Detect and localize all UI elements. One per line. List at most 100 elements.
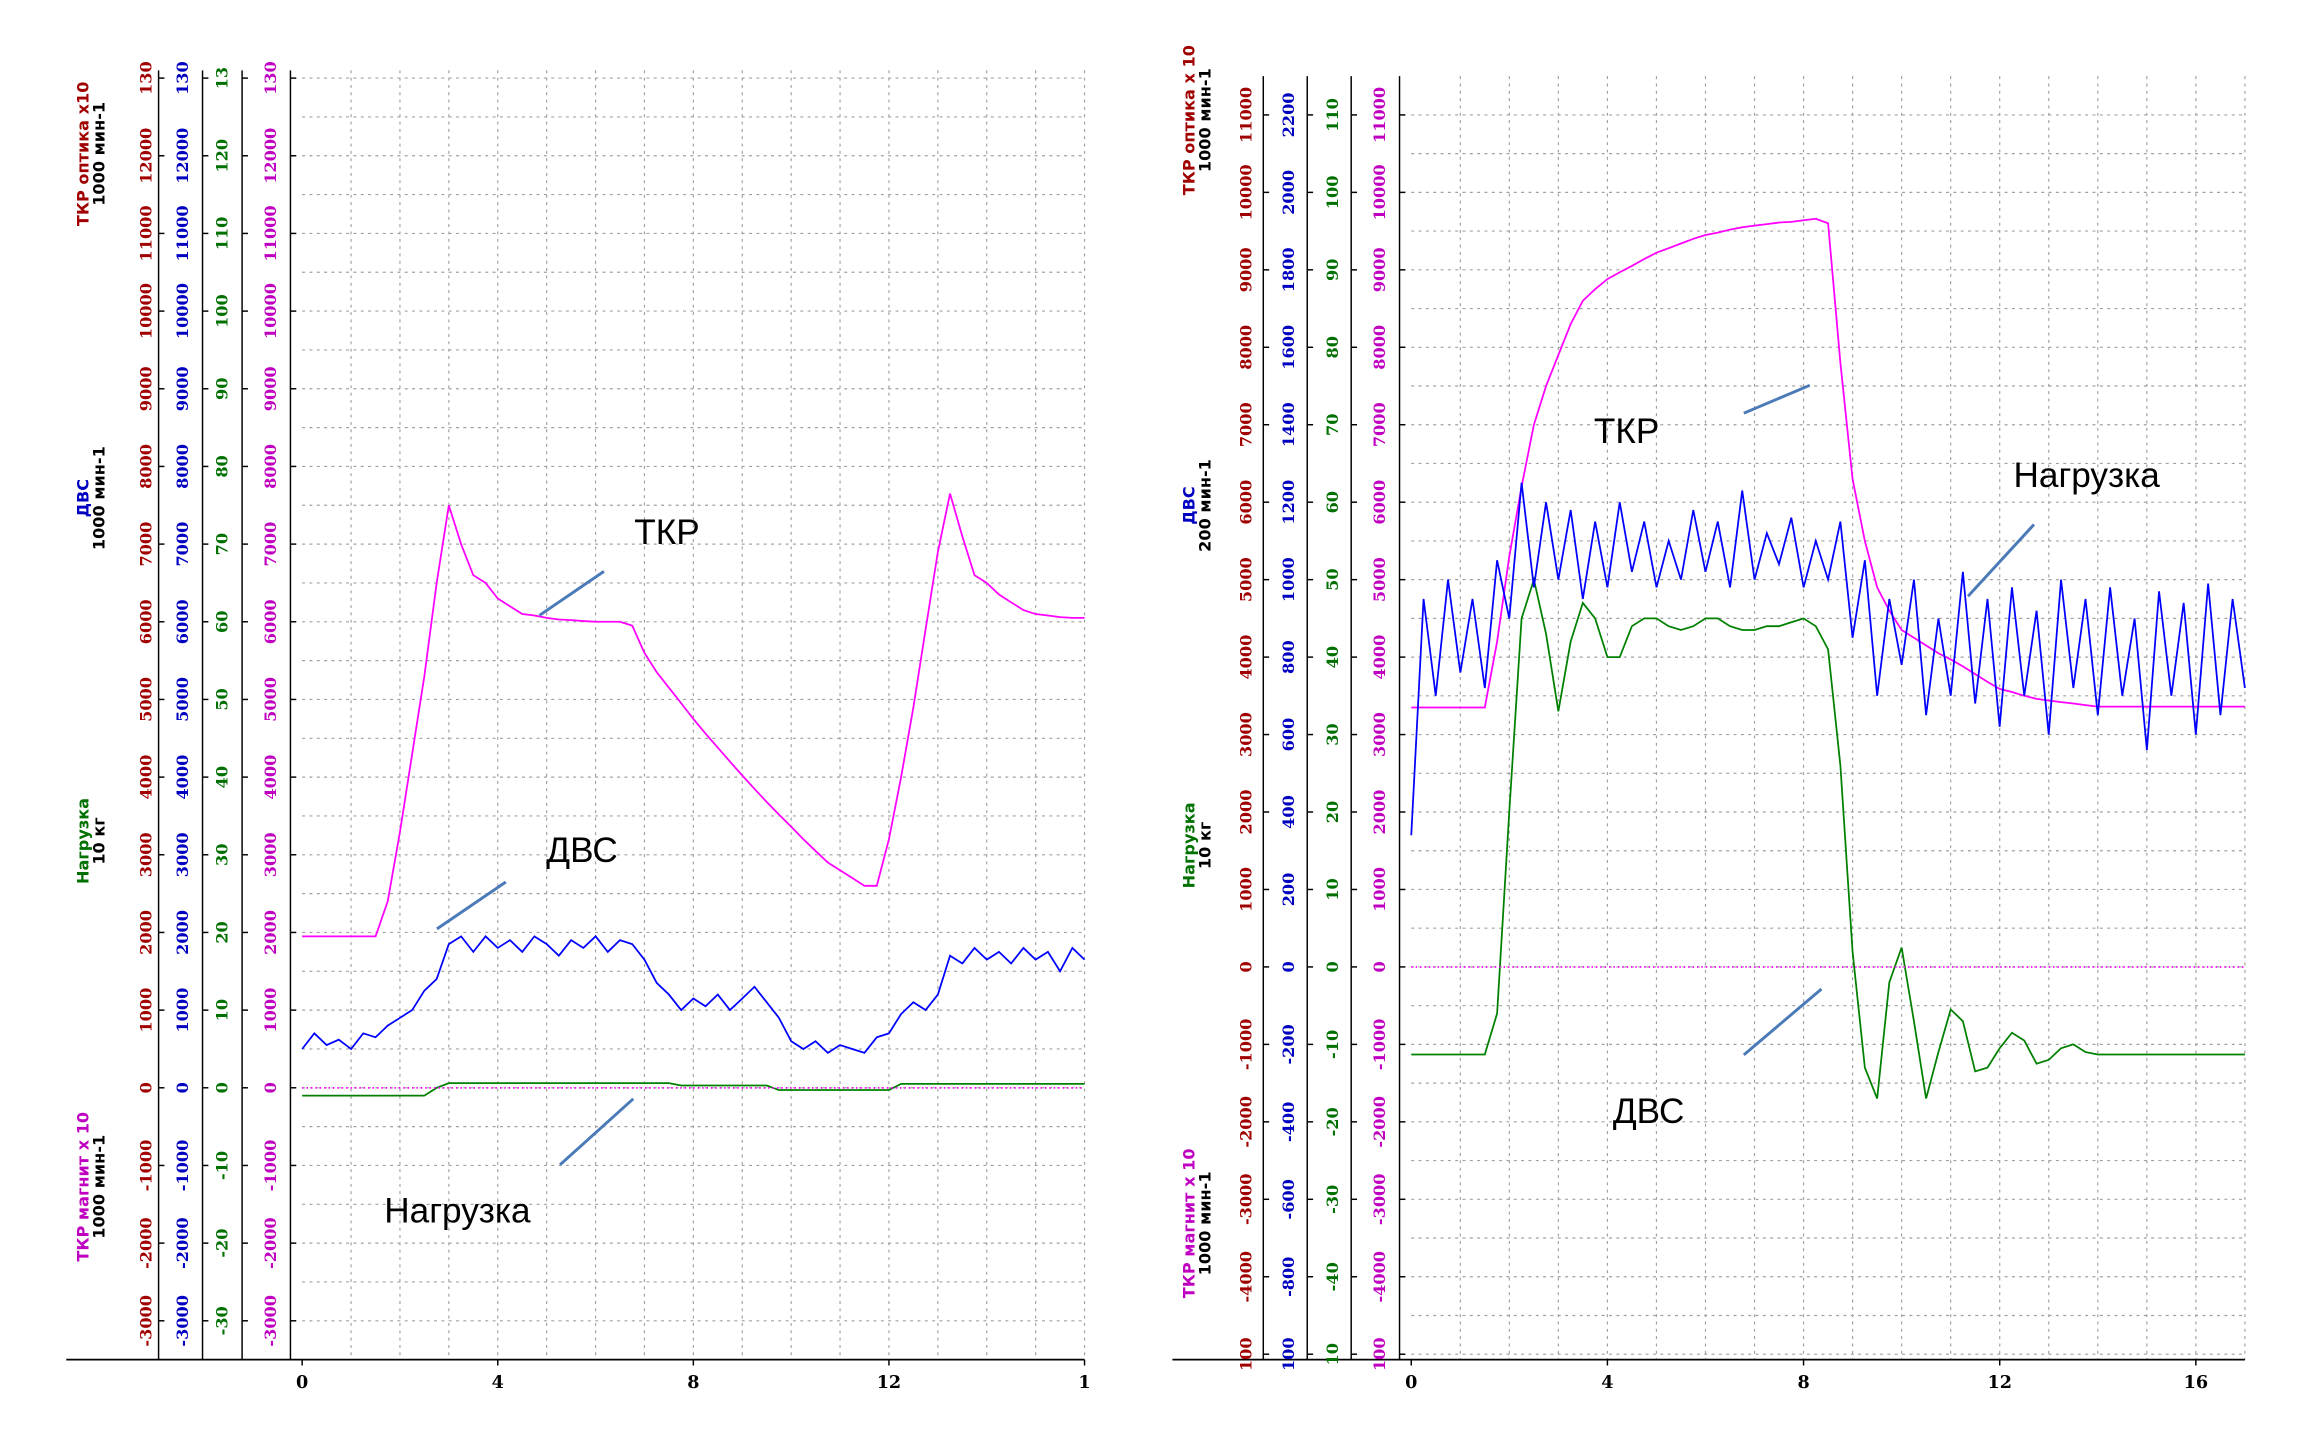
y-tick-label: 10 [213,999,232,1021]
y-tick-label: 7000 [136,522,155,567]
series-line [302,493,1085,938]
y-tick-label: -30 [213,1306,232,1335]
y-tick-label: 110 [1323,98,1342,132]
y-tick-label: 5000 [261,677,280,722]
axis-title: Нагрузка [73,798,92,884]
annotation: ДВС [1613,1092,1684,1131]
y-tick-label: 9000 [136,366,155,411]
y-tick-label: 1000 [261,988,280,1033]
y-tick-label: 9000 [1370,247,1389,292]
y-tick-label: 20 [1323,801,1342,823]
y-tick-label: 2000 [136,910,155,955]
y-tick-label: 1000 [136,988,155,1033]
x-tick-label: 16 [2184,1372,2208,1393]
y-tick-label: 110 [213,217,232,251]
y-tick-label: 7000 [1370,402,1389,447]
axis-unit: 1000 мин-1 [1196,1171,1215,1275]
y-tick-label: 3000 [1370,712,1389,757]
y-tick-label: 5000 [1237,557,1256,602]
y-tick-label: 1600 [1279,325,1298,370]
series-line [301,935,1086,1054]
y-tick-label: 7000 [1237,402,1256,447]
annotation: Нагрузка [384,1191,531,1230]
y-tick-label: -600 [1279,1179,1298,1219]
y-tick-label: 2200 [1279,92,1298,137]
y-tick-label: 6000 [261,599,280,644]
y-tick-label: -10 [1323,1030,1342,1059]
y-tick-label: -40 [1323,1262,1342,1291]
y-tick-label: 5000 [1370,557,1389,602]
y-tick-label: 10000 [173,283,192,339]
y-tick-label: 0 [173,1082,192,1093]
axis-title: Нагрузка [1180,802,1199,888]
y-tick-label: 10000 [136,283,155,339]
y-tick-label: -4000 [1370,1251,1389,1303]
y-tick-label: 100 [1237,1337,1256,1371]
axis-unit: 10 кг [1196,821,1215,869]
y-tick-label: 60 [1323,491,1342,513]
axis-unit: 200 мин-1 [1196,459,1215,552]
y-tick-label: 3000 [136,832,155,877]
y-tick-label: 6000 [1370,480,1389,525]
y-tick-label: 10000 [1370,164,1389,220]
y-tick-label: 80 [1323,336,1342,358]
y-tick-label: 6000 [173,599,192,644]
y-tick-label: -3000 [173,1295,192,1347]
y-tick-label: 8000 [173,444,192,489]
y-tick-label: -20 [213,1229,232,1258]
y-tick-label: 80 [213,455,232,477]
y-tick-label: 3000 [173,832,192,877]
y-tick-label: 8000 [136,444,155,489]
y-tick-label: -3000 [261,1295,280,1347]
y-tick-label: 9000 [261,366,280,411]
y-tick-label: 1000 [1237,867,1256,912]
y-tick-label: -200 [1279,1024,1298,1064]
y-tick-label: 1000 [1370,867,1389,912]
y-tick-label: 0 [213,1082,232,1093]
y-tick-label: 90 [1323,259,1342,281]
annotation-pointer [1742,987,1823,1057]
y-tick-label: 0 [136,1082,155,1093]
y-tick-label: 120 [213,139,232,173]
axis-title: ТКР магнит x 10 [73,1112,92,1262]
y-tick-label: 4000 [1237,635,1256,680]
y-tick-label: 3000 [1237,712,1256,757]
axis-unit: 1000 мин-1 [89,446,108,550]
y-tick-label: 5000 [173,677,192,722]
y-tick-label: 6000 [136,599,155,644]
x-tick-label: 8 [1797,1372,1809,1393]
annotation-pointer [559,1097,635,1166]
y-tick-label: 4000 [261,755,280,800]
y-tick-label: 0 [1323,961,1342,972]
y-tick-label: 1000 [173,988,192,1033]
y-tick-label: -20 [1323,1107,1342,1136]
y-tick-label: 8000 [1370,325,1389,370]
annotation-pointer [1743,383,1811,415]
y-tick-label: 1200 [1279,480,1298,525]
y-tick-label: 11000 [261,205,280,261]
y-tick-label: 0 [1237,961,1256,972]
x-tick-label: 1 [1078,1372,1090,1393]
y-tick-label: -1000 [1370,1019,1389,1071]
y-tick-label: 60 [213,611,232,633]
y-tick-label: 13 [213,67,232,89]
y-tick-label: 8000 [261,444,280,489]
y-tick-label: -400 [1279,1102,1298,1142]
y-tick-label: 70 [1323,414,1342,436]
y-tick-label: -3000 [136,1295,155,1347]
y-tick-label: 2000 [1237,790,1256,835]
y-tick-label: 40 [1323,646,1342,668]
axis-title: ТКР магнит x 10 [1180,1148,1199,1298]
axis-unit: 1000 мин-1 [1196,68,1215,172]
y-tick-label: -30 [1323,1185,1342,1214]
y-tick-label: -1000 [173,1140,192,1192]
y-tick-label: 100 [213,294,232,328]
y-tick-label: 9000 [173,366,192,411]
y-tick-label: 1000 [1279,557,1298,602]
y-tick-label: 100 [1323,176,1342,210]
y-tick-label: 7000 [173,522,192,567]
y-tick-label: 10 [1323,1343,1342,1365]
annotation: Нагрузка [2014,456,2161,495]
annotation-pointer [1966,523,2036,598]
